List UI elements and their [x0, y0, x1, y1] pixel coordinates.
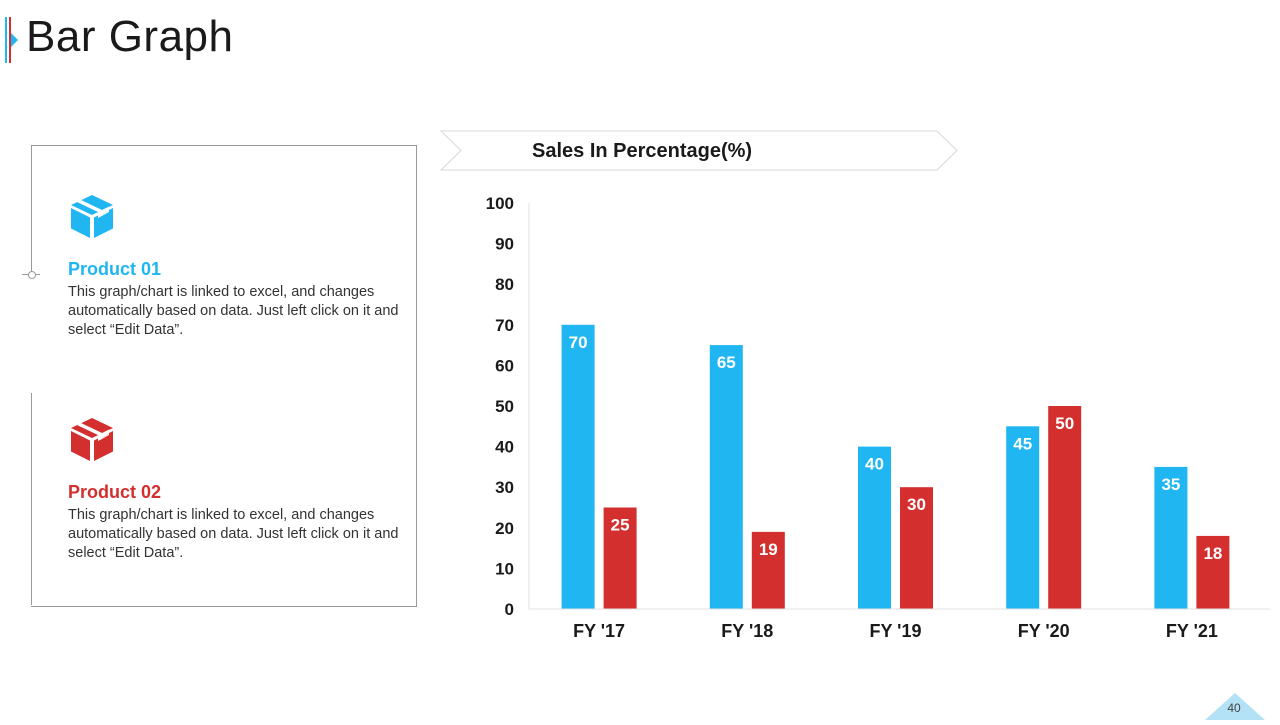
product-description[interactable]: This graph/chart is linked to excel, and… — [68, 284, 399, 338]
page-number-triangle — [1205, 693, 1265, 720]
page-title[interactable]: Bar Graph — [26, 12, 234, 61]
bar-product-02[interactable] — [900, 487, 933, 609]
box-icon — [71, 195, 113, 238]
y-tick-label: 40 — [495, 438, 514, 457]
title-arrow-icon — [11, 33, 18, 47]
title-accent-bar-red — [9, 17, 11, 63]
y-tick-label: 20 — [495, 519, 514, 538]
bar-product-01[interactable] — [561, 324, 595, 609]
bar-data-label: 19 — [759, 540, 778, 559]
y-tick-label: 80 — [495, 275, 514, 294]
page-number: 40 — [1227, 701, 1241, 715]
bar-data-label: 65 — [717, 353, 736, 372]
page-number-badge: 40 — [1205, 693, 1265, 720]
legend-panel-border — [31, 393, 32, 605]
y-tick-label: 70 — [495, 316, 514, 335]
bar-data-label: 40 — [865, 455, 884, 474]
y-tick-label: 60 — [495, 356, 514, 375]
x-tick-label: FY '18 — [721, 621, 773, 641]
bar-data-label: 50 — [1055, 414, 1074, 433]
product-description[interactable]: This graph/chart is linked to excel, and… — [68, 507, 399, 561]
bar-product-02[interactable] — [1048, 406, 1082, 609]
title-area: Bar Graph — [0, 0, 600, 80]
product-02-block: Product 02 This graph/chart is linked to… — [68, 415, 408, 563]
bar-data-label: 30 — [907, 495, 926, 514]
legend-connector-dot — [28, 271, 36, 279]
product-name[interactable]: Product 01 — [68, 259, 162, 279]
bar-product-01[interactable] — [858, 446, 891, 609]
bar-product-02[interactable] — [751, 531, 785, 609]
x-tick-label: FY '19 — [870, 621, 922, 641]
bar-product-02[interactable] — [603, 507, 637, 610]
title-accent-bar-blue — [5, 17, 7, 63]
bar-data-label: 70 — [569, 333, 588, 352]
y-tick-label: 90 — [495, 235, 514, 254]
x-tick-label: FY '17 — [573, 621, 625, 641]
legend-panel-border — [31, 145, 32, 275]
y-tick-label: 0 — [505, 600, 514, 619]
y-tick-label: 50 — [495, 397, 514, 416]
product-01-block: Product 01 This graph/chart is linked to… — [68, 192, 408, 340]
x-tick-label: FY '21 — [1166, 621, 1218, 641]
y-tick-label: 100 — [486, 194, 514, 213]
bar-data-label: 35 — [1161, 475, 1180, 494]
product-name[interactable]: Product 02 — [68, 482, 162, 502]
bar-chart[interactable]: 0 10 20 30 40 50 60 70 80 90 100 70 25 65 19 40 30 45 50 3… — [470, 185, 1275, 655]
banner-arrow-shape — [439, 130, 958, 171]
bar-product-01[interactable] — [1006, 426, 1040, 609]
chart-title-banner: Sales In Percentage(%) — [439, 130, 960, 177]
bar-data-label: 18 — [1203, 544, 1222, 563]
y-tick-label: 30 — [495, 478, 514, 497]
bar-product-01[interactable] — [709, 345, 743, 609]
chart-title[interactable]: Sales In Percentage(%) — [532, 140, 753, 162]
y-tick-label: 10 — [495, 559, 514, 578]
bar-data-label: 25 — [611, 516, 630, 535]
bar-product-01[interactable] — [1154, 466, 1188, 609]
bar-data-label: 45 — [1013, 434, 1032, 453]
x-tick-label: FY '20 — [1018, 621, 1070, 641]
box-icon — [71, 418, 113, 461]
bar-product-02[interactable] — [1196, 535, 1230, 609]
